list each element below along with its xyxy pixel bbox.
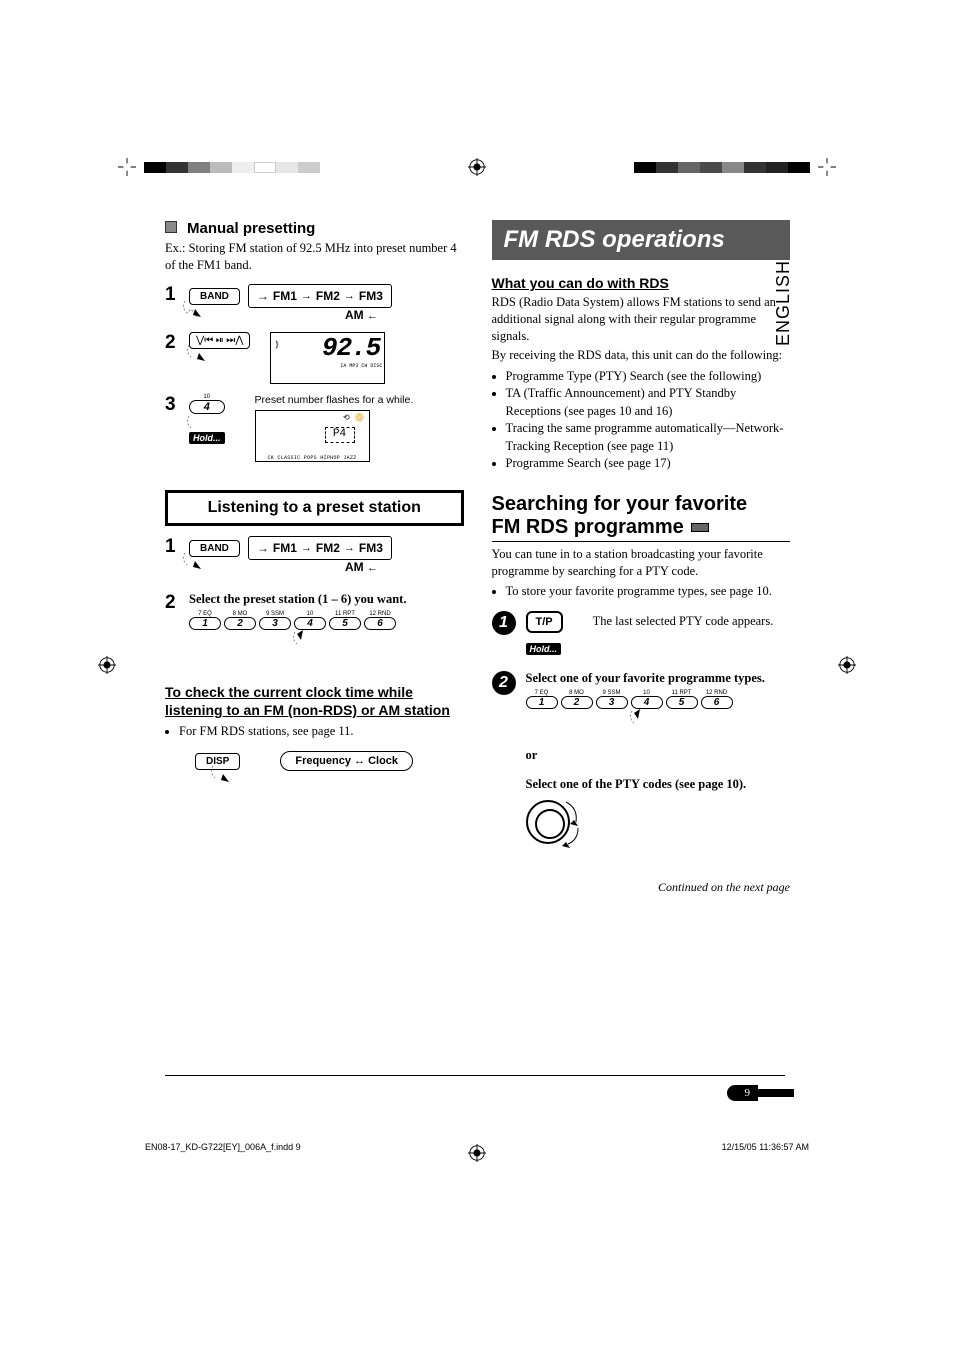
clock-bullet-list: For FM RDS stations, see page 11. bbox=[167, 723, 464, 741]
lcd-display-2: ⟲ 📀 P4 CK CLASSIC POPS HIPHOP JAZZ bbox=[255, 410, 370, 462]
registration-target-icon bbox=[468, 158, 486, 176]
am-label: AM bbox=[345, 308, 364, 322]
preset-button-row: 7 EQ1 8 MO2 9 SSM3 104 11 RPT5 12 RND6 bbox=[526, 690, 791, 709]
crop-mark-icon bbox=[818, 158, 836, 176]
color-bars-left bbox=[144, 162, 320, 173]
preset-button-row: 7 EQ1 8 MO2 9 SSM3 104 11 RPT5 12 RND6 bbox=[189, 611, 464, 630]
left-column: Manual presetting Ex.: Storing FM statio… bbox=[165, 220, 464, 895]
band-flow-diagram: →FM1→FM2→FM3 bbox=[248, 536, 392, 560]
circle-step-2: 2 bbox=[492, 671, 516, 695]
page-number: 9 bbox=[727, 1085, 759, 1101]
page-number-wrap: 9 bbox=[727, 1085, 795, 1101]
freq-clock-oval: Frequency ↔ Clock bbox=[280, 751, 413, 771]
square-bullet-icon bbox=[165, 221, 177, 233]
pty-text: Select one of the PTY codes (see page 10… bbox=[526, 777, 791, 792]
clock-heading: To check the current clock time while li… bbox=[165, 683, 464, 719]
preset-caption: Preset number flashes for a while. bbox=[255, 394, 414, 406]
step-number: 3 bbox=[165, 394, 181, 416]
list-item: To store your favorite programme types, … bbox=[506, 583, 791, 601]
listening-heading-box: Listening to a preset station bbox=[165, 490, 464, 526]
color-bars-right bbox=[634, 162, 810, 173]
registration-top bbox=[0, 158, 954, 176]
right-column: FM RDS operations What you can do with R… bbox=[492, 220, 791, 895]
footer-right: 12/15/05 11:36:57 AM bbox=[722, 1142, 809, 1152]
list-item: For FM RDS stations, see page 11. bbox=[179, 723, 464, 741]
list-item: TA (Traffic Announcement) and PTY Standb… bbox=[506, 385, 791, 420]
listen-step-1: 1 BAND →FM1→FM2→FM3 bbox=[165, 536, 464, 560]
press-arrow-icon bbox=[179, 299, 209, 319]
intro-1: RDS (Radio Data System) allows FM statio… bbox=[492, 294, 791, 345]
list-item: Programme Type (PTY) Search (see the fol… bbox=[506, 368, 791, 386]
lcd-preset-indicator: P4 bbox=[325, 427, 355, 443]
list-item: Programme Search (see page 17) bbox=[506, 455, 791, 473]
press-arrow-icon bbox=[626, 709, 666, 733]
circle-step-1: 1 bbox=[492, 611, 516, 635]
am-label: AM bbox=[345, 560, 364, 574]
tiny-label: 10 bbox=[189, 394, 225, 400]
registration-target-icon bbox=[838, 656, 856, 674]
search-bullet-list: To store your favorite programme types, … bbox=[494, 583, 791, 601]
rotate-arrows-icon bbox=[526, 800, 586, 850]
band-flow-diagram: →FM1→FM2→FM3 bbox=[248, 284, 392, 308]
step-2: 2 ⋁⏮ ⏯ ⏭⋀ ⦆ 92.5 IA MP3 CH DISC bbox=[165, 332, 464, 384]
press-arrow-icon bbox=[183, 343, 213, 363]
listen-step-2: 2 Select the preset station (1 – 6) you … bbox=[165, 592, 464, 659]
step-3: 3 10 4 Hold... Preset number flashes for… bbox=[165, 394, 464, 462]
or-text: or bbox=[526, 748, 791, 763]
example-text: Ex.: Storing FM station of 92.5 MHz into… bbox=[165, 240, 464, 274]
hold-label: Hold... bbox=[526, 643, 562, 655]
title-band: FM RDS operations bbox=[492, 220, 791, 260]
intro-2: By receiving the RDS data, this unit can… bbox=[492, 347, 791, 364]
footer: EN08-17_KD-G722[EY]_006A_f.indd 9 12/15/… bbox=[145, 1142, 809, 1152]
manual-presetting-heading: Manual presetting bbox=[165, 220, 464, 238]
lcd-genres: CK CLASSIC POPS HIPHOP JAZZ bbox=[256, 453, 369, 461]
footer-left: EN08-17_KD-G722[EY]_006A_f.indd 9 bbox=[145, 1142, 301, 1152]
registration-target-icon bbox=[98, 656, 116, 674]
step-1: 1 BAND →FM1→FM2→FM3 bbox=[165, 284, 464, 308]
preset-4-button: 4 bbox=[189, 400, 225, 414]
heading-text: Manual presetting bbox=[187, 220, 315, 237]
lcd-icons: IA MP3 CH DISC bbox=[271, 363, 384, 369]
page: ENGLISH Manual presetting Ex.: Storing F… bbox=[0, 0, 954, 1351]
step2-text: Select one of your favorite programme ty… bbox=[526, 671, 791, 686]
searching-heading: Searching for your favorite FM RDS progr… bbox=[492, 493, 791, 539]
search-intro: You can tune in to a station broadcastin… bbox=[492, 546, 791, 580]
press-arrow-icon bbox=[289, 630, 329, 654]
list-item: Tracing the same programme automatically… bbox=[506, 420, 791, 455]
continued-text: Continued on the next page bbox=[492, 880, 791, 895]
press-arrow-icon bbox=[207, 764, 237, 784]
lcd-frequency: 92.5 bbox=[271, 333, 384, 363]
step-2-text: Select the preset station (1 – 6) you wa… bbox=[189, 592, 464, 607]
heading-bar-icon bbox=[691, 523, 709, 532]
page-bar bbox=[758, 1089, 794, 1097]
horizontal-rule bbox=[165, 1075, 785, 1076]
rds-feature-list: Programme Type (PTY) Search (see the fol… bbox=[494, 368, 791, 473]
step-number: 2 bbox=[165, 332, 181, 354]
tp-button: T/P bbox=[526, 611, 563, 633]
lcd-display: ⦆ 92.5 IA MP3 CH DISC bbox=[270, 332, 385, 384]
press-arrow-icon bbox=[179, 551, 209, 571]
press-arrow-icon bbox=[183, 414, 213, 434]
content-columns: Manual presetting Ex.: Storing FM statio… bbox=[165, 220, 790, 895]
tp-text: The last selected PTY code appears. bbox=[593, 613, 790, 630]
what-heading: What you can do with RDS bbox=[492, 274, 791, 292]
crop-mark-icon bbox=[118, 158, 136, 176]
step-number: 2 bbox=[165, 592, 181, 614]
